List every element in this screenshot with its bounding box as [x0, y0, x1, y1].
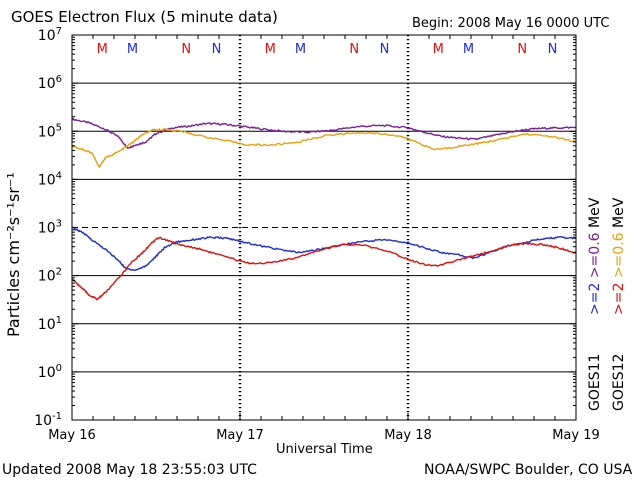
y-tick-label: 103: [38, 219, 62, 237]
y-tick-label: 101: [38, 315, 62, 333]
y-tick-base: 10: [38, 269, 56, 285]
y-tick-label: 105: [38, 122, 62, 140]
source-label: NOAA/SWPC Boulder, CO USA: [424, 462, 633, 478]
mev-upper: MeV: [587, 197, 603, 228]
y-tick-exponent: -1: [52, 411, 62, 422]
goes12-label: GOES12: [611, 353, 627, 411]
chart-title: GOES Electron Flux (5 minute data): [11, 8, 278, 26]
mev-lower: MeV: [611, 197, 627, 228]
x-tick-label: May 17: [216, 428, 264, 443]
y-tick-label: 102: [38, 267, 62, 285]
red-energy: >=2: [611, 282, 627, 315]
y-tick-base: 10: [38, 365, 56, 381]
y-tick-exponent: 6: [56, 74, 62, 85]
y-axis-title: Particles cm⁻²s⁻¹sr⁻¹: [4, 172, 23, 337]
noon-midnight-marker: N: [181, 42, 191, 57]
y-tick-exponent: 7: [56, 26, 62, 37]
orange-energy: >=0.6: [611, 232, 627, 279]
noon-midnight-marker: M: [97, 42, 108, 57]
grid-layer: [72, 35, 576, 420]
y-tick-base: 10: [38, 28, 56, 44]
plot-frame: [71, 34, 577, 421]
updated-label: Updated 2008 May 18 23:55:03 UTC: [2, 462, 257, 478]
noon-midnight-marker: N: [548, 42, 558, 57]
series-line-red: [71, 236, 577, 301]
y-tick-base: 10: [34, 413, 52, 429]
series-layer: [71, 117, 577, 301]
y-tick-label: 104: [38, 170, 62, 188]
series-line-blue: [71, 226, 577, 271]
y-tick-label: 107: [38, 26, 62, 44]
noon-midnight-marker: N: [349, 42, 359, 57]
y-tick-label: 100: [38, 363, 62, 381]
series-label-goes11-high: >=2 >=0.6 MeV: [587, 197, 603, 315]
x-axis-title: Universal Time: [276, 442, 373, 457]
noon-midnight-marker: M: [463, 42, 474, 57]
y-tick-base: 10: [38, 221, 56, 237]
y-tick-exponent: 2: [56, 267, 62, 278]
blue-energy: >=2: [587, 282, 603, 315]
y-tick-exponent: 5: [56, 122, 62, 133]
x-tick-label: May 19: [552, 428, 600, 443]
noon-midnight-marker: M: [265, 42, 276, 57]
noon-midnight-marker: N: [212, 42, 222, 57]
x-tick-label: May 16: [48, 428, 96, 443]
series-line-orange: [71, 127, 577, 168]
noon-midnight-marker: N: [380, 42, 390, 57]
purple-energy: >=0.6: [587, 232, 603, 279]
series-line-purple: [71, 117, 577, 149]
y-tick-base: 10: [38, 172, 56, 188]
y-tick-label: 106: [38, 74, 62, 92]
y-tick-label: 10-1: [34, 411, 62, 429]
noon-midnight-marker: M: [295, 42, 306, 57]
y-tick-exponent: 4: [56, 170, 62, 181]
y-tick-base: 10: [38, 76, 56, 92]
noon-midnight-marker: N: [517, 42, 527, 57]
noon-midnight-marker: M: [127, 42, 138, 57]
noon-midnight-marker: M: [433, 42, 444, 57]
y-tick-base: 10: [38, 317, 56, 333]
y-tick-exponent: 3: [56, 219, 62, 230]
y-tick-base: 10: [38, 124, 56, 140]
goes11-label: GOES11: [587, 353, 603, 411]
y-tick-exponent: 1: [56, 315, 62, 326]
begin-label: Begin: 2008 May 16 0000 UTC: [412, 16, 610, 31]
series-label-goes12-high: >=2 >=0.6 MeV: [611, 197, 627, 315]
x-tick-label: May 18: [384, 428, 432, 443]
y-tick-exponent: 0: [56, 363, 62, 374]
